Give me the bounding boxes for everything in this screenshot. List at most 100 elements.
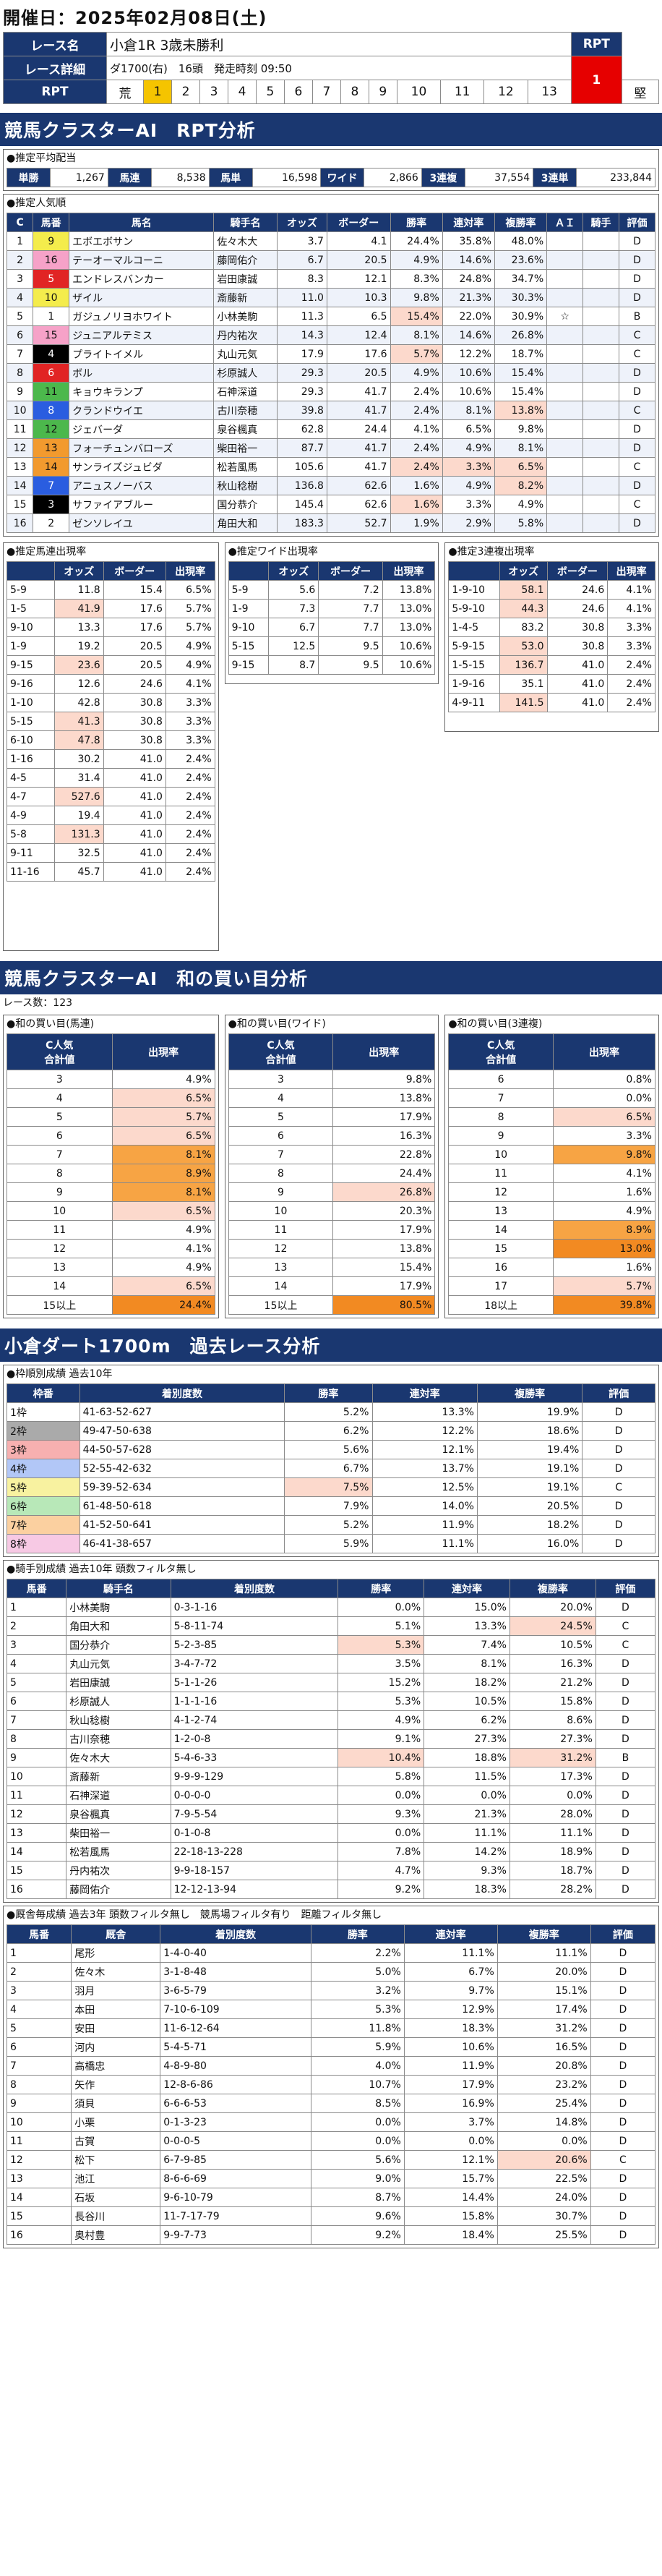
table-cell: 0-3-1-16 bbox=[170, 1598, 339, 1617]
column-header: ボーダー bbox=[103, 561, 166, 581]
table-cell: 石神深道 bbox=[66, 1786, 171, 1805]
table-cell: 6.5% bbox=[494, 457, 548, 477]
table-cell: 9.3% bbox=[424, 1861, 510, 1880]
table-cell: 13.8% bbox=[494, 401, 548, 420]
table-cell: 7.9% bbox=[284, 1496, 373, 1516]
table-row: 4枠 52-55-42-632 6.7% 13.7% 19.1% D bbox=[7, 1459, 655, 1478]
table-row: 8 古川奈穂 1-2-0-8 9.1% 27.3% 27.3% D bbox=[6, 1729, 656, 1749]
table-row: 11 12 ジェバーダ 泉谷楓真 62.8 24.4 4.1% 6.5% 9.8% D bbox=[6, 419, 655, 439]
est-wide-table: オッズ ボーダー 出現率 5-9 5.6 7.2 13.8% 1-9 7.3 7.7 13.0% 9-… bbox=[228, 561, 436, 675]
table-row: 10 8 クランドウイエ 古川奈穂 39.8 41.7 2.4% 8.1% 13.8% C bbox=[6, 401, 655, 420]
table-cell: 松下 bbox=[71, 2150, 161, 2170]
table-header: オッズ ボーダー 出現率 bbox=[228, 561, 436, 581]
table-cell: サファイアブルー bbox=[69, 495, 215, 514]
table-cell: 18.3% bbox=[403, 2018, 498, 2038]
table-cell: 5-9-15 bbox=[448, 636, 500, 656]
table-row: 3 4.9% bbox=[7, 1070, 215, 1089]
table-cell: 11 bbox=[228, 1220, 334, 1240]
table-row: 14 8.9% bbox=[448, 1220, 656, 1240]
column-header: C人気 合計値 bbox=[7, 1033, 113, 1070]
table-cell: D bbox=[590, 2056, 656, 2076]
table-row: 14 6.5% bbox=[7, 1276, 215, 1296]
table-cell: 46-41-38-657 bbox=[79, 1534, 285, 1553]
table-cell: 0.0% bbox=[338, 1786, 425, 1805]
table-row: 9-16 12.6 24.6 4.1% bbox=[7, 674, 215, 694]
table-cell: 39.8 bbox=[277, 401, 327, 420]
table-cell: 14 bbox=[228, 1276, 334, 1296]
header-line: C人気 bbox=[267, 1039, 295, 1052]
column-header: 馬名 bbox=[69, 213, 215, 232]
table-cell: 13.0% bbox=[382, 599, 436, 618]
table-cell: 21.2% bbox=[509, 1673, 596, 1692]
table-cell: 87.7 bbox=[277, 438, 327, 458]
table-cell: D bbox=[619, 382, 655, 401]
table-cell: 61-48-50-618 bbox=[79, 1496, 285, 1516]
table-cell: 11 bbox=[6, 419, 34, 439]
table-cell: 24.0% bbox=[496, 2188, 591, 2207]
table-cell: 15 bbox=[33, 325, 70, 345]
table-cell: 52.7 bbox=[326, 513, 391, 533]
table-cell: 23.2% bbox=[496, 2075, 591, 2094]
race-count: レース数：123 bbox=[3, 997, 73, 1009]
table-cell bbox=[546, 419, 584, 439]
table-cell: 2 bbox=[6, 1962, 72, 1982]
table-cell: 0.0% bbox=[496, 2131, 591, 2151]
table-cell: 7.8% bbox=[338, 1842, 425, 1861]
header-line: 合計値 bbox=[486, 1054, 517, 1066]
table-cell: 3 bbox=[6, 1981, 72, 2000]
table-cell: 19.1% bbox=[476, 1459, 583, 1478]
table-cell: 4.9% bbox=[442, 438, 495, 458]
table-cell: 11.8 bbox=[53, 580, 104, 600]
table-cell: 斎藤新 bbox=[66, 1767, 171, 1786]
sum-trio-box: ●和の買い目(3連複) C人気 合計値 出現率 6 0.8% 7 0.0% 8 6.5% 9 3.3… bbox=[444, 1015, 659, 1318]
table-cell: 8 bbox=[228, 1164, 334, 1183]
table-cell: 6 bbox=[7, 1126, 113, 1146]
table-cell: 7-10-6-109 bbox=[160, 2000, 311, 2019]
column-header: ＡＩ bbox=[546, 213, 584, 232]
table-row: 7 0.0% bbox=[448, 1088, 656, 1108]
table-cell: 62.8 bbox=[277, 419, 327, 439]
table-cell: 7.4% bbox=[424, 1635, 510, 1655]
jockey-table: 馬番 騎手名 着別度数 勝率 連対率 複勝率 評価 1 小林美駒 0-3-1-16 0.0% 15.0… bbox=[6, 1579, 656, 1899]
table-cell: 14 bbox=[6, 2188, 72, 2207]
table-cell: 5-4-6-33 bbox=[170, 1748, 339, 1767]
table-cell: 136.8 bbox=[277, 476, 327, 495]
table-row: 12 1.6% bbox=[448, 1182, 656, 1202]
table-cell: 2.4% bbox=[390, 382, 443, 401]
scale-cell: 8 bbox=[340, 80, 369, 104]
table-cell: D bbox=[595, 1842, 656, 1861]
table-cell: 10 bbox=[228, 1201, 334, 1221]
table-cell: 20.5 bbox=[103, 655, 166, 675]
table-row: 16 1.6% bbox=[448, 1258, 656, 1277]
table-cell: 4.9% bbox=[552, 1201, 656, 1221]
table-cell: 2 bbox=[33, 513, 70, 533]
table-cell: C bbox=[619, 401, 655, 420]
table-cell: 16 bbox=[6, 1880, 67, 1899]
table-cell: 105.6 bbox=[277, 457, 327, 477]
table-cell: 1 bbox=[6, 1943, 72, 1963]
table-cell bbox=[583, 382, 620, 401]
table-cell: 国分恭介 bbox=[213, 495, 278, 514]
table-cell: 14 bbox=[7, 1276, 113, 1296]
table-row: 8 24.4% bbox=[228, 1164, 436, 1183]
table-row: 14 松若風馬 22-18-13-228 7.8% 14.2% 18.9% D bbox=[6, 1842, 656, 1861]
table-cell: 藤岡佑介 bbox=[66, 1880, 171, 1899]
table-row: 9-11 32.5 41.0 2.4% bbox=[7, 843, 215, 863]
scale-cell-active: 1 bbox=[143, 80, 173, 104]
table-cell: 1.9% bbox=[390, 513, 443, 533]
table-cell: 18.7% bbox=[509, 1861, 596, 1880]
table-cell: 141.5 bbox=[499, 693, 548, 712]
table-cell: 国分恭介 bbox=[66, 1635, 171, 1655]
table-cell: 10 bbox=[33, 288, 70, 307]
table-cell: 7-9-5-54 bbox=[170, 1804, 339, 1824]
table-cell bbox=[583, 513, 620, 533]
table-row: 8 矢作 12-8-6-86 10.7% 17.9% 23.2% D bbox=[6, 2075, 656, 2094]
payout-value: 16,598 bbox=[252, 168, 321, 187]
table-cell: 7 bbox=[7, 1145, 113, 1164]
table-cell: D bbox=[590, 2075, 656, 2094]
table-cell: 5-8 bbox=[7, 824, 55, 844]
table-cell: 7 bbox=[6, 1710, 67, 1730]
table-row: 7 4 プライトイメル 丸山元気 17.9 17.6 5.7% 12.2% 18.7% C bbox=[6, 344, 655, 364]
column-header: 出現率 bbox=[552, 1033, 656, 1070]
table-cell: D bbox=[619, 419, 655, 439]
